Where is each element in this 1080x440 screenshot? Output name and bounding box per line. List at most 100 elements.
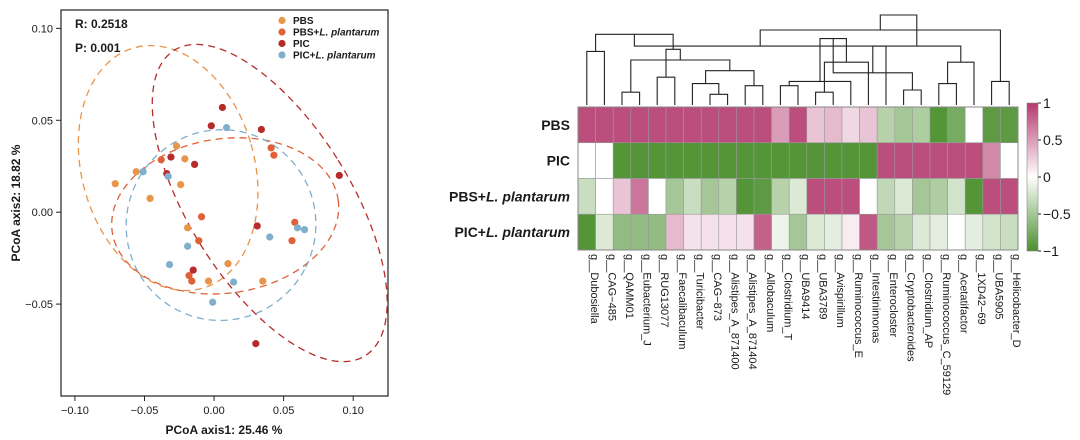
heatmap-cell — [824, 178, 843, 215]
dendrogram-link — [819, 38, 847, 82]
heatmap-cell — [964, 106, 984, 144]
dendrogram-link — [823, 61, 869, 105]
sample-point — [111, 180, 119, 188]
heatmap-cell — [612, 142, 632, 179]
heatmap-cell — [894, 106, 913, 144]
heatmap-cell — [929, 142, 948, 179]
y-axis-ticks: 0.10 0.05 0.00 −0.05 — [25, 23, 61, 311]
sample-point — [167, 153, 175, 161]
heatmap-cell — [859, 213, 878, 251]
confidence-ellipse — [77, 44, 259, 292]
legend-marker — [278, 28, 286, 36]
heatmap-cell — [841, 142, 860, 179]
heatmap-cell — [859, 106, 878, 144]
sample-point — [229, 278, 238, 286]
sample-point — [184, 242, 192, 250]
x-axis-ticks: −0.10 −0.05 0.00 0.05 0.10 — [61, 396, 364, 417]
heatmap-cell — [947, 142, 966, 179]
heatmap-cell — [577, 213, 596, 251]
heatmap-cell — [612, 106, 632, 144]
heatmap-cell — [894, 213, 913, 251]
dendrogram-link — [759, 29, 1001, 82]
colorbar-tick-label: 1 — [1043, 95, 1051, 111]
heatmap-cell — [630, 142, 649, 179]
dendrogram-link — [621, 91, 641, 105]
heatmap-cell — [806, 178, 825, 215]
column-label: g__Alistipes_A_871400 — [729, 254, 741, 370]
heatmap-cell — [753, 106, 772, 144]
sample-point — [146, 194, 154, 203]
heatmap-cell — [982, 213, 1001, 251]
heatmap-cell — [612, 178, 632, 215]
heatmap-cell — [630, 213, 649, 251]
x-tick-label: 0.05 — [273, 405, 294, 417]
sample-point — [172, 142, 181, 150]
sample-point — [207, 122, 215, 130]
heatmap-cell — [736, 142, 755, 179]
column-label: g__Faecalibaculum — [676, 254, 688, 349]
legend-marker — [278, 16, 286, 25]
sample-point — [222, 124, 231, 132]
dendrogram-link — [744, 85, 764, 105]
column-label: g__Dubosiella — [588, 254, 600, 325]
x-tick-label: −0.05 — [131, 405, 159, 417]
sample-point — [291, 218, 299, 226]
column-labels: g__Dubosiella g__CAG−485 g__QAMM01 g__Eubac… — [588, 254, 1022, 395]
heatmap-cell — [753, 142, 772, 179]
heatmap-cell — [841, 106, 860, 144]
heatmap-cell — [912, 142, 931, 179]
heatmap-cell — [683, 106, 702, 144]
heatmap-cell — [964, 142, 984, 179]
heatmap-cell — [947, 106, 966, 144]
row-label: PBS — [541, 117, 570, 133]
x-tick-label: 0.10 — [343, 405, 364, 417]
heatmap-cell — [648, 213, 667, 251]
heatmap-cell — [806, 213, 825, 251]
column-label: g__Turicibacter — [693, 254, 705, 330]
confidence-ellipse — [125, 129, 317, 322]
heatmap-cell — [577, 178, 596, 215]
sample-point — [181, 155, 189, 163]
heatmap-cell — [718, 142, 737, 179]
heatmap-frame — [577, 106, 1019, 251]
heatmap-cell — [912, 213, 931, 251]
heatmap-cell — [665, 106, 684, 144]
legend-entry: PIC+L. plantarum — [293, 51, 376, 62]
colorbar-tick-label: 0 — [1043, 169, 1051, 185]
sample-point — [266, 233, 274, 241]
x-axis-label: PCoA axis1: 25.46 % — [166, 423, 283, 437]
sample-point — [288, 237, 296, 245]
heatmap-cell — [700, 106, 720, 144]
heatmap-cell — [1000, 178, 1019, 215]
heatmap-cell — [700, 178, 720, 215]
heatmap-cell — [1000, 142, 1019, 179]
heatmap-cell — [859, 142, 878, 179]
heatmap-cell — [841, 213, 860, 251]
sample-point — [157, 156, 165, 164]
y-tick-label: 0.00 — [32, 207, 53, 219]
heatmap-cell — [648, 142, 667, 179]
column-label: g__UBA5905 — [993, 254, 1005, 319]
heatmap-cell — [1000, 213, 1019, 251]
heatmap-cell — [771, 178, 790, 215]
heatmap-cell — [1000, 106, 1019, 144]
dendrogram-link — [705, 70, 755, 86]
heatmap-cells — [577, 106, 1019, 251]
heatmap-cell — [982, 106, 1001, 144]
sample-point — [259, 277, 267, 285]
legend-entry: PBS — [293, 16, 314, 27]
legend-marker — [278, 51, 286, 59]
column-label: g__Ruminococcus_C_59129 — [940, 254, 952, 395]
column-label: g__CAG−873 — [711, 254, 723, 321]
sample-point — [253, 222, 261, 230]
heatmap-cell — [630, 178, 649, 215]
sample-points — [111, 103, 343, 348]
sample-point — [197, 213, 206, 221]
heatmap-cell — [648, 106, 667, 144]
column-label: g__1XD42−69 — [975, 254, 987, 325]
heatmap-cell — [876, 142, 896, 179]
row-labels: PBS PIC PBS+L. plantarum PIC+L. plantarum — [449, 117, 570, 240]
dendrogram-link — [947, 61, 975, 105]
sample-point — [139, 168, 147, 176]
column-label: g__Alistipes_A_871404 — [746, 254, 758, 370]
